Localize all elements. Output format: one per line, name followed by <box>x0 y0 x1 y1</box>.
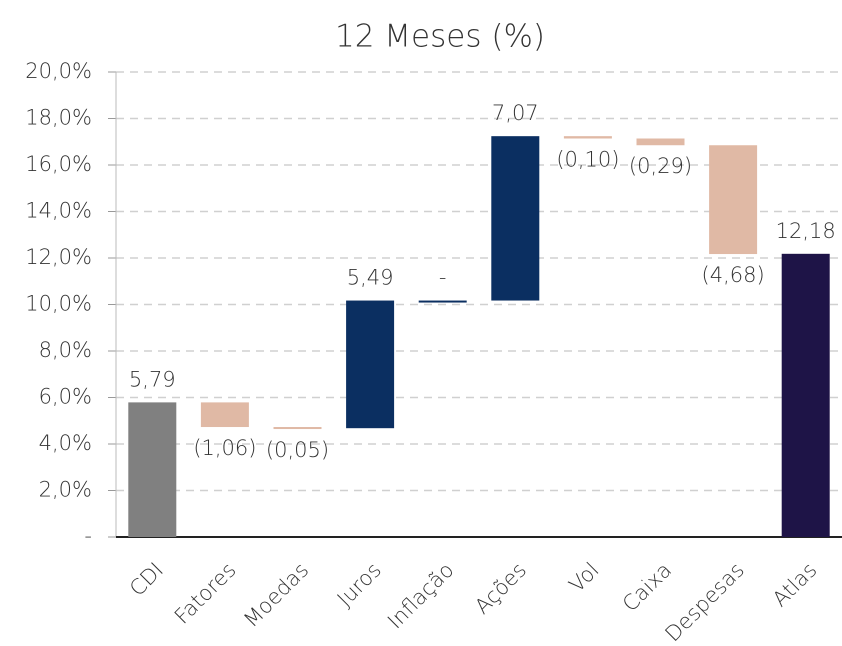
bar <box>781 253 830 537</box>
value-label: (0,05) <box>266 438 329 462</box>
value-label: (4,68) <box>702 263 765 287</box>
bar <box>346 300 395 429</box>
bar <box>418 300 467 303</box>
x-tick-label: Despesas <box>660 558 748 646</box>
value-label: (0,10) <box>556 147 619 171</box>
bar <box>563 136 612 139</box>
y-tick-label: 2,0% <box>39 478 92 502</box>
bar <box>636 138 685 146</box>
bar <box>273 427 322 430</box>
x-tick-label: Juros <box>333 558 386 611</box>
y-tick-label: 10,0% <box>25 292 92 316</box>
value-label: - <box>439 266 447 290</box>
x-tick-label: Vol <box>564 558 603 597</box>
y-tick-label: 16,0% <box>25 152 92 176</box>
y-tick-label: 14,0% <box>25 199 92 223</box>
x-tick-label: Fatores <box>170 558 241 629</box>
y-tick-label: - <box>84 524 92 548</box>
value-label: 7,07 <box>492 101 539 125</box>
x-tick-label: Caixa <box>618 558 676 616</box>
value-label: 5,49 <box>347 266 394 290</box>
x-tick-label: Moedas <box>239 558 313 632</box>
bar <box>709 145 758 255</box>
y-tick-label: 4,0% <box>39 431 92 455</box>
bar <box>128 402 177 537</box>
value-label: (1,06) <box>193 436 256 460</box>
x-tick-label: Inflação <box>383 558 459 634</box>
bar <box>491 136 540 301</box>
x-tick-label: Atlas <box>768 558 822 612</box>
value-label: (0,29) <box>629 154 692 178</box>
chart-title: 12 Meses (%) <box>335 19 545 55</box>
y-tick-label: 8,0% <box>39 338 92 362</box>
value-label: 5,79 <box>129 367 176 391</box>
x-tick-label: Ações <box>470 558 531 619</box>
y-tick-label: 6,0% <box>39 385 92 409</box>
bar <box>200 402 249 428</box>
y-tick-label: 12,0% <box>25 245 92 269</box>
y-tick-label: 18,0% <box>25 106 92 130</box>
value-label: 12,18 <box>776 219 836 243</box>
x-tick-label: CDI <box>125 558 168 601</box>
y-tick-label: 20,0% <box>25 59 92 83</box>
